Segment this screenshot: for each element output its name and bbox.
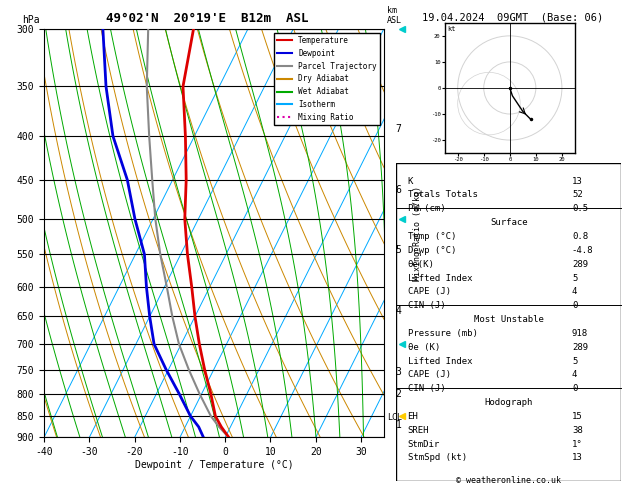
Text: km
ASL: km ASL	[387, 6, 402, 25]
Text: PW (cm): PW (cm)	[408, 204, 445, 213]
Text: 19.04.2024  09GMT  (Base: 06): 19.04.2024 09GMT (Base: 06)	[422, 12, 603, 22]
Text: kt: kt	[447, 26, 456, 32]
Text: 4: 4	[572, 287, 577, 296]
Text: 5: 5	[572, 357, 577, 365]
Text: 2: 2	[396, 389, 401, 399]
Text: Mixing Ratio (g/kg): Mixing Ratio (g/kg)	[413, 186, 422, 281]
Text: Lifted Index: Lifted Index	[408, 274, 472, 282]
Text: θe (K): θe (K)	[408, 343, 440, 352]
Text: 5: 5	[572, 274, 577, 282]
Text: K: K	[408, 176, 413, 186]
Text: -4.8: -4.8	[572, 246, 593, 255]
Text: θe(K): θe(K)	[408, 260, 435, 269]
Text: 3: 3	[396, 367, 401, 377]
Text: 918: 918	[572, 329, 588, 338]
Text: Temp (°C): Temp (°C)	[408, 232, 456, 241]
Text: 6: 6	[396, 186, 401, 195]
Text: 13: 13	[572, 176, 582, 186]
Text: Dewp (°C): Dewp (°C)	[408, 246, 456, 255]
Text: 13: 13	[572, 453, 582, 463]
Text: StmDir: StmDir	[408, 440, 440, 449]
Text: 15: 15	[572, 412, 582, 421]
Text: 289: 289	[572, 260, 588, 269]
Text: CAPE (J): CAPE (J)	[408, 287, 450, 296]
Text: Totals Totals: Totals Totals	[408, 191, 477, 199]
Text: 1: 1	[396, 420, 401, 430]
Text: © weatheronline.co.uk: © weatheronline.co.uk	[457, 476, 561, 485]
Text: 1°: 1°	[572, 440, 582, 449]
Text: Lifted Index: Lifted Index	[408, 357, 472, 365]
Text: 5: 5	[396, 245, 401, 255]
Legend: Temperature, Dewpoint, Parcel Trajectory, Dry Adiabat, Wet Adiabat, Isotherm, Mi: Temperature, Dewpoint, Parcel Trajectory…	[274, 33, 380, 125]
Text: 289: 289	[572, 343, 588, 352]
Text: hPa: hPa	[22, 15, 40, 25]
Text: 7: 7	[396, 123, 401, 134]
X-axis label: Dewpoint / Temperature (°C): Dewpoint / Temperature (°C)	[135, 460, 293, 470]
Text: 0.5: 0.5	[572, 204, 588, 213]
Text: 0: 0	[572, 301, 577, 310]
Text: Surface: Surface	[490, 218, 528, 227]
Text: 4: 4	[396, 306, 401, 316]
Text: SREH: SREH	[408, 426, 429, 435]
Text: Hodograph: Hodograph	[485, 398, 533, 407]
Text: CAPE (J): CAPE (J)	[408, 370, 450, 380]
Text: 52: 52	[572, 191, 582, 199]
Text: 4: 4	[572, 370, 577, 380]
Text: StmSpd (kt): StmSpd (kt)	[408, 453, 467, 463]
Text: 38: 38	[572, 426, 582, 435]
Text: LCL: LCL	[387, 413, 402, 421]
Text: 0: 0	[572, 384, 577, 393]
Text: 0.8: 0.8	[572, 232, 588, 241]
Text: Pressure (mb): Pressure (mb)	[408, 329, 477, 338]
Text: CIN (J): CIN (J)	[408, 384, 445, 393]
Text: 49°02'N  20°19'E  B12m  ASL: 49°02'N 20°19'E B12m ASL	[106, 12, 309, 25]
Text: Most Unstable: Most Unstable	[474, 315, 544, 324]
Text: CIN (J): CIN (J)	[408, 301, 445, 310]
Text: EH: EH	[408, 412, 418, 421]
